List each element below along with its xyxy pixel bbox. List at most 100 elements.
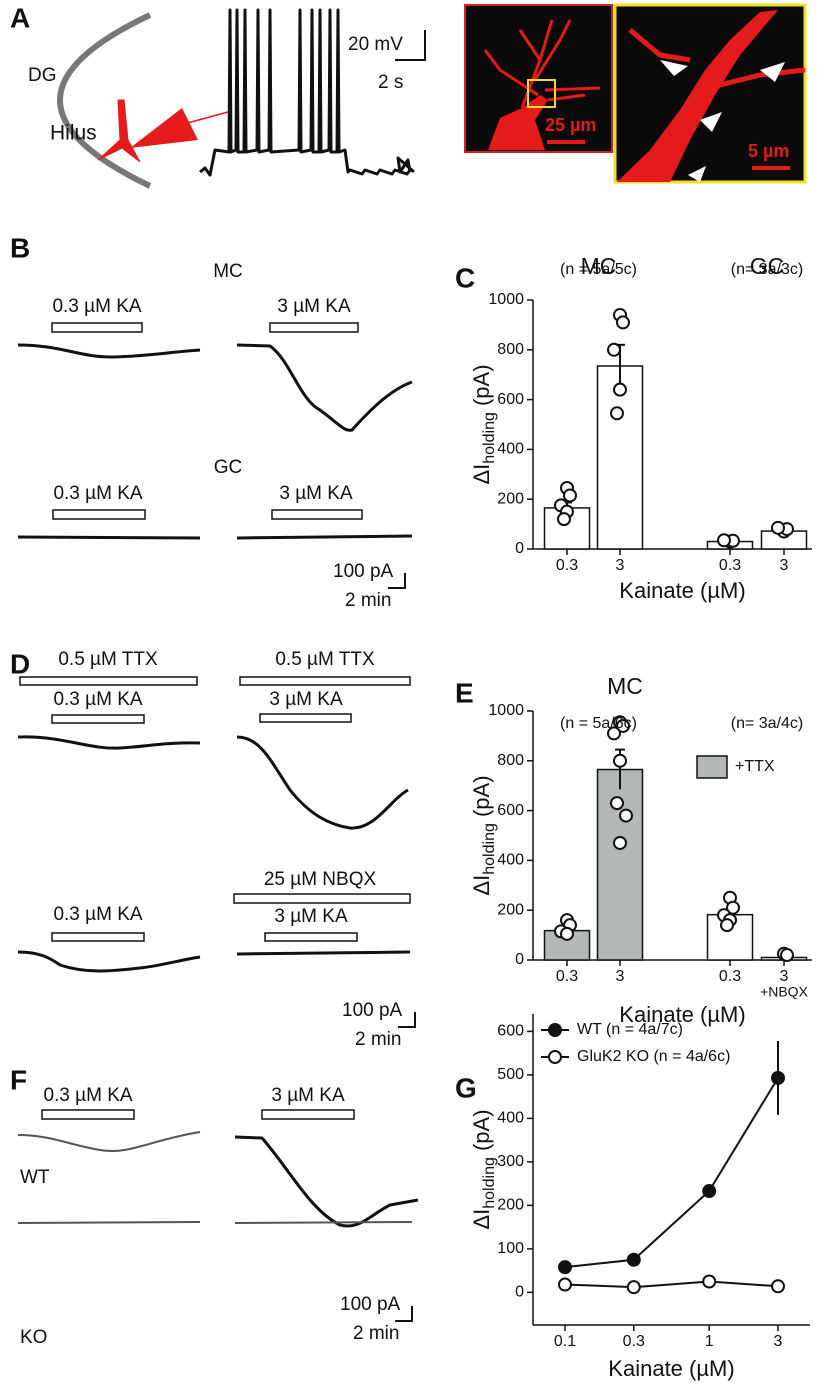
x-tick-label: 3	[616, 968, 625, 985]
genotype-label: KO	[20, 1327, 47, 1348]
data-point	[771, 520, 785, 535]
data-point	[560, 926, 574, 941]
current-trace	[236, 534, 413, 540]
data-point	[610, 796, 624, 811]
y-label-sub: holding	[481, 412, 498, 464]
y-label-main: ΔI	[469, 464, 494, 485]
drug-bar	[51, 714, 145, 724]
scale-label: 5 µm	[748, 141, 789, 161]
data-point	[563, 488, 577, 503]
x-tick-label: 3	[780, 968, 789, 985]
x-tick-label: 0.1	[554, 1333, 576, 1350]
x-tick-label: 0.3	[623, 1333, 645, 1350]
drug-bar	[19, 676, 198, 686]
group-n: (n= 3a/3c)	[731, 261, 803, 278]
area-label: Hilus	[50, 122, 97, 145]
data-point	[626, 1280, 641, 1295]
drug-bar	[269, 322, 359, 333]
drug-bar	[271, 509, 363, 520]
y-label-main: ΔI	[469, 875, 494, 896]
scale-label: 100 pA	[342, 1000, 403, 1021]
data-point	[771, 1279, 786, 1294]
legend-swatch	[696, 755, 728, 779]
series-line	[564, 1077, 779, 1269]
y-tick-label: 600	[497, 1023, 524, 1040]
drug-label: 0.5 µM TTX	[275, 649, 375, 670]
scale-label: 2 s	[378, 72, 403, 93]
group-n: (n = 5a/5c)	[560, 261, 637, 278]
y-tick-label: 800	[497, 341, 524, 358]
drug-bar	[259, 713, 352, 723]
y-tick-label: 200	[497, 1197, 524, 1214]
data-point	[780, 948, 794, 963]
series-line	[564, 1280, 779, 1289]
data-point	[607, 342, 621, 357]
data-point	[613, 835, 627, 850]
panel-letter: B	[10, 232, 30, 263]
region-label: DG	[28, 65, 57, 86]
scale-label: 2 min	[345, 590, 391, 611]
data-point	[717, 533, 731, 548]
x-tick-label: 3	[616, 557, 625, 574]
y-tick-label: 400	[497, 1110, 524, 1127]
scale-label: 20 mV	[348, 34, 403, 55]
firing-trace	[199, 8, 415, 177]
current-trace	[17, 1131, 201, 1152]
dg-outline	[57, 12, 152, 189]
group-label: GC	[750, 253, 785, 279]
data-point	[613, 382, 627, 397]
y-axis-label: ΔIholding (pA)	[469, 1109, 498, 1229]
y-label-sub: holding	[481, 1157, 498, 1209]
y-tick-label: 1000	[488, 702, 524, 719]
current-trace	[234, 1135, 419, 1228]
legend-marker	[548, 1050, 562, 1064]
data-point	[607, 726, 621, 741]
drug-label: 0.3 µM KA	[53, 483, 142, 504]
scale-bar	[398, 1012, 416, 1028]
y-tick-label: 600	[497, 391, 524, 408]
x-axis-label: Kainate (µM)	[619, 578, 745, 603]
current-trace	[17, 1221, 413, 1224]
scale-label: 2 min	[353, 1323, 399, 1344]
x-tick-note: +NBQX	[760, 984, 809, 1000]
data-point	[557, 1260, 572, 1275]
current-trace	[17, 343, 201, 359]
y-tick-label: 800	[497, 752, 524, 769]
drug-bar	[264, 932, 358, 942]
y-label-unit: (pA)	[469, 364, 494, 412]
cell-label: GC	[214, 457, 243, 478]
scale-label: 2 min	[355, 1029, 401, 1050]
drug-bar	[239, 676, 411, 686]
y-label-unit: (pA)	[469, 775, 494, 823]
image-high-mag: 5 µm	[613, 3, 807, 184]
y-tick-label: 1000	[488, 291, 524, 308]
y-tick-label: 600	[497, 802, 524, 819]
y-tick-label: 0	[515, 1284, 524, 1301]
drug-label: 3 µM KA	[277, 296, 351, 317]
data-point	[702, 1184, 717, 1199]
y-tick-label: 0	[515, 951, 524, 968]
image-low-mag: 25 µm	[464, 4, 613, 153]
group-label: MC	[581, 253, 617, 279]
drug-label: 0.3 µM KA	[53, 904, 142, 925]
y-tick-label: 100	[497, 1240, 524, 1257]
y-tick-label: 400	[497, 441, 524, 458]
drug-label: 3 µM KA	[274, 906, 348, 927]
current-trace	[236, 343, 413, 432]
drug-label: 0.3 µM KA	[43, 1085, 132, 1106]
group-n: (n= 3a/4c)	[731, 715, 803, 732]
group-n: (n = 5a/6c)	[560, 715, 637, 732]
drug-bar	[52, 509, 146, 520]
drug-bar	[41, 1109, 135, 1120]
current-trace	[236, 735, 409, 830]
drug-label: 3 µM KA	[269, 689, 343, 710]
scale-label: 100 pA	[333, 561, 394, 582]
legend-label: +TTX	[735, 758, 775, 775]
x-axis-label: Kainate (µM)	[608, 1356, 734, 1381]
drug-bar	[51, 932, 145, 942]
scale-bar	[395, 1306, 413, 1322]
current-trace	[17, 535, 201, 540]
drug-bar	[233, 893, 411, 904]
y-tick-label: 200	[497, 901, 524, 918]
